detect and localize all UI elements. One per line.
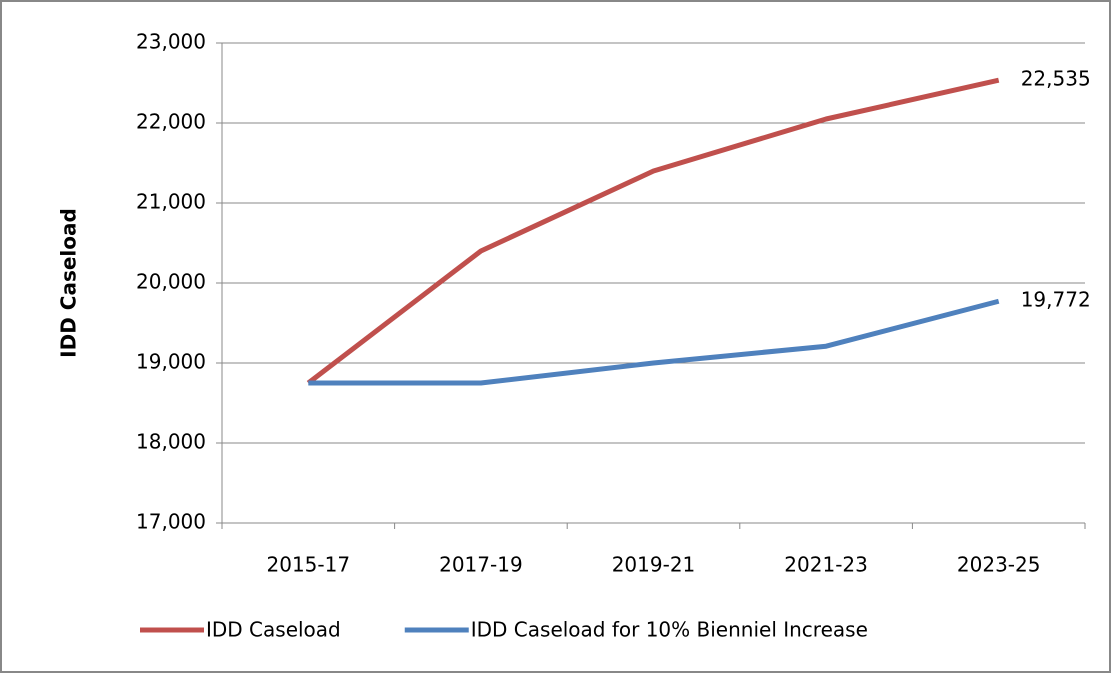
x-tick-label: 2021-23 [784,553,868,577]
y-tick-label: 17,000 [136,510,206,534]
x-tick-label: 2023-25 [957,553,1041,577]
x-tick-label: 2019-21 [612,553,696,577]
series-line [306,77,1000,385]
y-tick-label: 20,000 [136,270,206,294]
legend-label: IDD Caseload [206,618,341,642]
y-axis-title: IDD Caseload [57,208,81,358]
data-label: 19,772 [1021,288,1091,312]
x-tick-label: 2017-19 [439,553,523,577]
legend-label: IDD Caseload for 10% Bienniel Increase [471,618,868,642]
y-tick-label: 18,000 [136,430,206,454]
x-tick-label: 2015-17 [267,553,351,577]
y-tick-label: 21,000 [136,190,206,214]
y-tick-label: 19,000 [136,350,206,374]
series-line [308,298,1000,386]
y-tick-label: 23,000 [136,30,206,54]
data-label: 22,535 [1021,67,1091,91]
y-tick-label: 22,000 [136,110,206,134]
